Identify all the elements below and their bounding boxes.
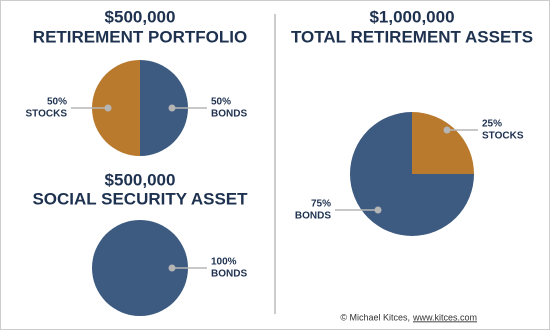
chart-subtitle: SOCIAL SECURITY ASSET <box>32 189 248 208</box>
leader-dot <box>443 126 451 134</box>
category-label: STOCKS <box>482 131 524 142</box>
leader-dot <box>104 104 112 112</box>
leader-dot <box>374 206 382 214</box>
chart-title: $500,000 <box>105 7 176 26</box>
leader-dot <box>168 104 176 112</box>
chart-subtitle: RETIREMENT PORTFOLIO <box>33 27 247 46</box>
footer-link[interactable]: www.kitces.com <box>412 312 477 322</box>
value-label: 50% <box>47 97 67 108</box>
chart-title: $1,000,000 <box>369 7 454 26</box>
category-label: BONDS <box>295 211 331 222</box>
value-label: 100% <box>211 257 237 268</box>
value-label: 75% <box>311 199 331 210</box>
pie-slice <box>92 220 188 316</box>
pie-slice <box>92 60 140 156</box>
leader-dot <box>168 264 176 272</box>
pie-slice <box>412 112 474 174</box>
pie-slice <box>350 112 474 236</box>
footer-text: © Michael Kitces, <box>340 312 410 322</box>
pie-slice <box>140 60 188 156</box>
category-label: BONDS <box>211 269 247 280</box>
category-label: STOCKS <box>26 109 68 120</box>
value-label: 25% <box>482 119 502 130</box>
chart-title: $500,000 <box>105 170 176 189</box>
value-label: 50% <box>211 97 231 108</box>
chart-subtitle: TOTAL RETIREMENT ASSETS <box>291 27 533 46</box>
category-label: BONDS <box>211 109 247 120</box>
